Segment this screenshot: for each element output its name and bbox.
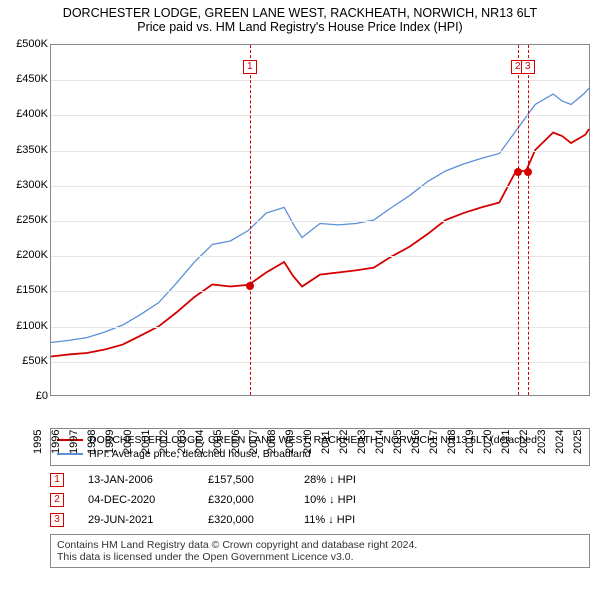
x-tick-label: 2022 [518, 426, 530, 454]
y-tick-label: £100K [0, 320, 48, 332]
y-tick-label: £500K [0, 38, 48, 50]
x-tick-label: 2000 [122, 426, 134, 454]
event-row-date: 29-JUN-2021 [88, 514, 184, 526]
x-tick-label: 2018 [446, 426, 458, 454]
event-row: 2 04-DEC-2020 £320,000 10% ↓ HPI [50, 490, 590, 510]
x-tick-label: 2024 [554, 426, 566, 454]
event-row-marker: 3 [50, 513, 64, 527]
gridline [51, 221, 589, 222]
event-row-delta: 10% ↓ HPI [304, 494, 394, 506]
footer-line: Contains HM Land Registry data © Crown c… [57, 539, 583, 551]
event-dot [524, 168, 532, 176]
events-table: 1 13-JAN-2006 £157,500 28% ↓ HPI 2 04-DEC-202… [50, 470, 590, 530]
y-tick-label: £50K [0, 355, 48, 367]
x-tick-label: 2025 [572, 426, 584, 454]
x-tick-label: 2002 [158, 426, 170, 454]
x-tick-label: 2020 [482, 426, 494, 454]
y-tick-label: £0 [0, 390, 48, 402]
event-dot [514, 168, 522, 176]
x-tick-label: 1997 [68, 426, 80, 454]
x-tick-label: 2003 [176, 426, 188, 454]
series-svg [51, 45, 589, 395]
attribution-footer: Contains HM Land Registry data © Crown c… [50, 534, 590, 568]
x-tick-label: 2009 [284, 426, 296, 454]
gridline [51, 151, 589, 152]
y-tick-label: £300K [0, 179, 48, 191]
gridline [51, 327, 589, 328]
event-row-date: 04-DEC-2020 [88, 494, 184, 506]
y-tick-label: £400K [0, 108, 48, 120]
series-hpi [51, 88, 589, 342]
y-tick-label: £350K [0, 144, 48, 156]
x-tick-label: 2014 [374, 426, 386, 454]
x-tick-label: 1995 [32, 426, 44, 454]
x-tick-label: 1999 [104, 426, 116, 454]
x-tick-label: 2012 [338, 426, 350, 454]
gridline [51, 186, 589, 187]
gridline [51, 291, 589, 292]
footer-line: This data is licensed under the Open Gov… [57, 551, 583, 563]
x-tick-label: 2001 [140, 426, 152, 454]
x-tick-label: 2016 [410, 426, 422, 454]
gridline [51, 256, 589, 257]
event-vline [518, 45, 519, 395]
gridline [51, 362, 589, 363]
x-tick-label: 2006 [230, 426, 242, 454]
event-row-date: 13-JAN-2006 [88, 474, 184, 486]
x-tick-label: 1996 [50, 426, 62, 454]
x-tick-label: 2017 [428, 426, 440, 454]
event-marker: 3 [521, 60, 535, 74]
gridline [51, 80, 589, 81]
event-row-delta: 11% ↓ HPI [304, 514, 394, 526]
y-tick-label: £450K [0, 73, 48, 85]
event-row-price: £157,500 [208, 474, 280, 486]
chart-title-line2: Price paid vs. HM Land Registry's House … [4, 20, 596, 34]
event-row-marker: 2 [50, 493, 64, 507]
y-tick-label: £250K [0, 214, 48, 226]
y-tick-label: £150K [0, 284, 48, 296]
chart-area: £0 £50K £100K £150K £200K £250K £300K £350K £400… [0, 36, 600, 426]
event-row-price: £320,000 [208, 494, 280, 506]
x-tick-label: 2019 [464, 426, 476, 454]
event-row-price: £320,000 [208, 514, 280, 526]
event-dot [246, 282, 254, 290]
x-tick-label: 2011 [320, 426, 332, 454]
x-tick-label: 2023 [536, 426, 548, 454]
x-tick-label: 2013 [356, 426, 368, 454]
event-vline [250, 45, 251, 395]
gridline [51, 115, 589, 116]
x-tick-label: 1998 [86, 426, 98, 454]
y-tick-label: £200K [0, 249, 48, 261]
x-tick-label: 2015 [392, 426, 404, 454]
chart-title-block: DORCHESTER LODGE, GREEN LANE WEST, RACKH… [0, 0, 600, 36]
event-vline [528, 45, 529, 395]
event-row-delta: 28% ↓ HPI [304, 474, 394, 486]
series-price_paid [51, 129, 589, 356]
chart-title-line1: DORCHESTER LODGE, GREEN LANE WEST, RACKH… [4, 6, 596, 20]
x-tick-label: 2008 [266, 426, 278, 454]
x-tick-label: 2005 [212, 426, 224, 454]
plot-region: 123 [50, 44, 590, 396]
x-tick-label: 2004 [194, 426, 206, 454]
x-tick-label: 2021 [500, 426, 512, 454]
event-row: 1 13-JAN-2006 £157,500 28% ↓ HPI [50, 470, 590, 490]
x-tick-label: 2010 [302, 426, 314, 454]
event-row: 3 29-JUN-2021 £320,000 11% ↓ HPI [50, 510, 590, 530]
event-marker: 1 [243, 60, 257, 74]
x-tick-label: 2007 [248, 426, 260, 454]
event-row-marker: 1 [50, 473, 64, 487]
